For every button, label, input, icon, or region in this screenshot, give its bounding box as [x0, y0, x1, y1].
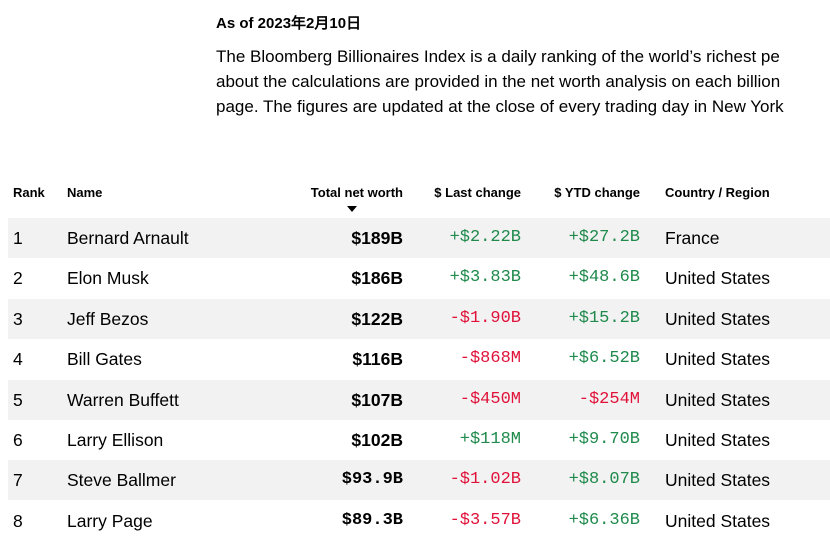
net-worth-cell: $186B: [351, 268, 403, 289]
rank-cell: 7: [13, 470, 23, 491]
row-background: [8, 460, 830, 501]
column-header[interactable]: Total net worth: [310, 185, 403, 200]
last-change-cell: +$118M: [459, 430, 521, 449]
net-worth-cell: $102B: [351, 430, 403, 450]
description-line: The Bloomberg Billionaires Index is a da…: [216, 47, 780, 66]
name-cell: Jeff Bezos: [67, 308, 149, 329]
row-background: [8, 218, 830, 258]
net-worth-cell: $122B: [351, 308, 403, 329]
last-change-cell: -$450M: [459, 389, 521, 409]
ytd-change-cell: +$48.6B: [568, 268, 640, 288]
row-background: [8, 379, 830, 420]
name-cell: Bill Gates: [67, 349, 142, 370]
rank-cell: 8: [13, 510, 23, 531]
rank-cell: 5: [13, 389, 23, 410]
name-cell: Elon Musk: [67, 268, 149, 289]
country-cell: United States: [665, 349, 771, 370]
ytd-change-cell: +$15.2B: [568, 308, 640, 328]
country-cell: United States: [665, 389, 771, 410]
ytd-change-cell: -$254M: [578, 389, 640, 409]
column-header[interactable]: Name: [67, 185, 103, 200]
net-worth-cell: $116B: [352, 349, 403, 370]
ytd-change-cell: +$6.52B: [568, 349, 640, 369]
country-cell: United States: [665, 430, 771, 450]
country-cell: France: [665, 228, 720, 248]
rank-cell: 3: [13, 308, 23, 329]
rank-cell: 6: [13, 430, 23, 450]
ytd-change-cell: +$8.07B: [568, 470, 640, 490]
rank-cell: 1: [13, 228, 23, 248]
column-header[interactable]: $ YTD change: [554, 185, 640, 200]
ytd-change-cell: +$6.36B: [568, 510, 640, 530]
net-worth-cell: $107B: [351, 389, 403, 410]
name-cell: Bernard Arnault: [67, 228, 189, 248]
last-change-cell: +$3.83B: [449, 268, 521, 288]
name-cell: Steve Ballmer: [67, 470, 176, 491]
country-cell: United States: [665, 510, 771, 531]
column-header[interactable]: Country / Region: [665, 185, 770, 200]
last-change-cell: -$868M: [459, 349, 521, 369]
ytd-change-cell: +$9.70B: [568, 430, 640, 449]
net-worth-cell: $89.3B: [341, 510, 403, 530]
rank-cell: 4: [13, 349, 23, 370]
net-worth-cell: $189B: [351, 228, 403, 248]
ytd-change-cell: +$27.2B: [568, 228, 640, 247]
last-change-cell: -$3.57B: [449, 510, 521, 530]
last-change-cell: -$1.02B: [449, 470, 521, 490]
sort-arrow: [347, 206, 357, 212]
column-header[interactable]: $ Last change: [434, 185, 521, 200]
name-cell: Warren Buffett: [67, 389, 179, 410]
net-worth-cell: $93.9B: [341, 470, 403, 490]
rank-cell: 2: [13, 268, 23, 289]
column-header[interactable]: Rank: [13, 185, 45, 200]
description-line: page. The figures are updated at the clo…: [216, 97, 784, 116]
as-of-date: As of 2023年2月10日: [216, 15, 362, 32]
last-change-cell: -$1.90B: [449, 308, 521, 328]
country-cell: United States: [665, 308, 771, 329]
last-change-cell: +$2.22B: [449, 228, 521, 247]
name-cell: Larry Page: [67, 510, 153, 531]
country-cell: United States: [665, 268, 771, 289]
name-cell: Larry Ellison: [67, 430, 164, 450]
country-cell: United States: [665, 470, 771, 491]
description-line: about the calculations are provided in t…: [216, 72, 781, 91]
row-background: [8, 298, 830, 339]
